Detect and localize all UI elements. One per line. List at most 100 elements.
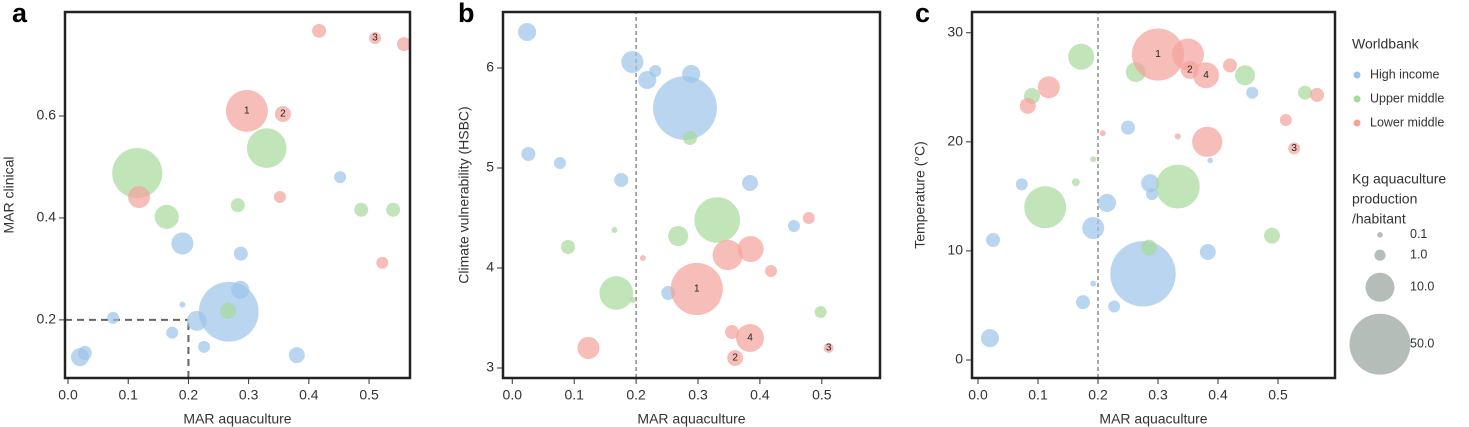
x-tick-label: 0.2 [1088, 387, 1108, 403]
bubble [737, 235, 764, 263]
legend-swatch [1353, 95, 1361, 103]
x-tick-label: 0.5 [812, 387, 832, 403]
bubble [1019, 97, 1036, 114]
x-axis-label: MAR aquaculture [1099, 411, 1207, 427]
bubble [354, 202, 369, 217]
y-tick-label: 0.4 [37, 209, 57, 225]
bubble [1288, 142, 1301, 155]
bubble [334, 171, 347, 184]
point-annotation: 4 [747, 333, 753, 344]
bubble [653, 76, 717, 140]
bubble [107, 311, 120, 324]
x-tick-label: 0.5 [1268, 387, 1288, 403]
bubble [725, 324, 740, 340]
bubble [1037, 76, 1060, 99]
plot-frame [63, 10, 412, 380]
point-annotation: 1 [244, 106, 250, 117]
bubble [312, 23, 327, 38]
bubble [386, 202, 401, 217]
bubble [639, 255, 646, 261]
point-annotation: 2 [732, 353, 738, 364]
y-tick-label: 4 [486, 259, 494, 275]
bubble [682, 130, 697, 146]
bubble [1172, 38, 1204, 71]
bubble [128, 186, 151, 209]
x-tick-label: 0.3 [688, 387, 708, 403]
panel-label: a [12, 0, 28, 28]
y-tick-label: 3 [486, 359, 494, 375]
bubble [1120, 120, 1136, 135]
point-annotation: 2 [280, 109, 286, 120]
bubble [1090, 156, 1097, 163]
bubble [1246, 86, 1259, 99]
bubble [179, 301, 186, 308]
bubble [369, 32, 382, 44]
size-legend-title: production [1352, 191, 1417, 207]
bubble [518, 22, 537, 42]
bubble [376, 256, 389, 269]
x-tick-label: 0.1 [1028, 387, 1048, 403]
x-tick-label: 0.4 [1208, 387, 1228, 403]
bubble [1207, 157, 1213, 164]
x-tick-label: 0.3 [239, 387, 259, 403]
bubble [288, 347, 305, 364]
bubble [112, 148, 163, 199]
x-tick-label: 0.0 [58, 387, 78, 403]
x-axis-label: MAR aquaculture [183, 411, 291, 427]
bubble [611, 227, 618, 233]
point-annotation: 3 [1291, 143, 1297, 154]
bubble [154, 204, 179, 229]
point-annotation: 4 [1203, 70, 1209, 81]
bubble [273, 191, 286, 204]
bubble [77, 346, 92, 361]
bubble [630, 297, 636, 303]
plot-frame [970, 10, 1337, 380]
size-legend-title: /habitant [1352, 211, 1406, 227]
bubble [1279, 114, 1292, 126]
bubble [735, 323, 765, 353]
bubble [787, 220, 800, 232]
size-legend-label: 1.0 [1410, 247, 1427, 261]
x-tick-label: 0.5 [359, 387, 379, 403]
bubble [246, 128, 287, 168]
bubble [694, 197, 740, 243]
panel-label: c [915, 0, 930, 28]
y-tick-label: 20 [947, 133, 963, 149]
legend-label: Lower middle [1370, 115, 1444, 129]
bubble [670, 262, 723, 316]
bubble [1192, 62, 1220, 89]
bubble [823, 342, 834, 354]
bubble [225, 89, 268, 132]
bubble [1090, 280, 1097, 287]
bubble [1068, 43, 1095, 70]
legend-swatch [1353, 119, 1361, 127]
bubble [1192, 126, 1223, 157]
bubble [1234, 65, 1256, 86]
bubble [1099, 130, 1106, 137]
bubble [1024, 186, 1067, 229]
y-tick-label: 0.6 [37, 107, 57, 123]
bubble [553, 157, 566, 169]
bubble [1110, 241, 1176, 307]
bubble [166, 326, 179, 339]
y-tick-label: 6 [486, 59, 494, 75]
x-tick-label: 0.0 [968, 387, 988, 403]
bubble [198, 340, 211, 353]
bubble [1015, 178, 1028, 191]
bubble [1297, 85, 1313, 100]
plot-frame [501, 10, 882, 380]
bubble [1082, 216, 1105, 240]
x-tick-label: 0.0 [503, 387, 523, 403]
bubble [1199, 244, 1216, 260]
point-annotation: 3 [826, 343, 832, 354]
bubble [560, 239, 576, 255]
bubble [1108, 300, 1121, 313]
y-axis-label: MAR clinical [1, 156, 17, 233]
bubble [985, 232, 1001, 248]
bubble [171, 232, 194, 255]
bubble [220, 302, 237, 319]
point-annotation: 2 [1187, 64, 1193, 75]
bubble [1146, 188, 1158, 201]
size-legend-bubble [1349, 313, 1411, 375]
